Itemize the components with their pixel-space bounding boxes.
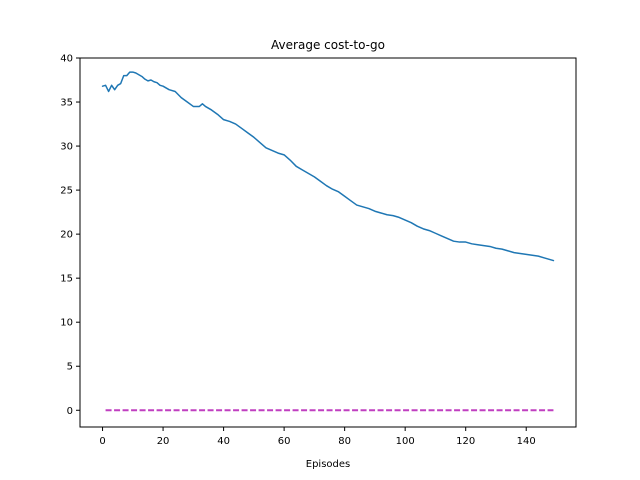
y-tick-label: 20 — [60, 230, 73, 241]
x-tick-label: 80 — [338, 436, 351, 447]
x-tick-label: 100 — [396, 436, 415, 447]
series-layer — [101, 71, 555, 412]
y-axis: 0 5 10 15 20 25 30 35 40 — [60, 54, 80, 417]
series-line-1 — [101, 71, 555, 262]
x-tick-label: 140 — [517, 436, 536, 447]
plot-frame — [79, 57, 577, 428]
y-tick-label: 0 — [67, 406, 73, 417]
y-tick-label: 15 — [60, 274, 73, 285]
chart-title: Average cost-to-go — [271, 38, 385, 52]
y-tick-label: 40 — [60, 54, 73, 65]
x-tick-label: 20 — [157, 436, 170, 447]
x-tick-label: 60 — [278, 436, 291, 447]
x-tick-label: 0 — [99, 436, 105, 447]
y-tick-label: 10 — [60, 318, 73, 329]
x-axis-label: Episodes — [306, 459, 350, 470]
y-tick-label: 5 — [67, 362, 73, 373]
y-tick-label: 35 — [60, 98, 73, 109]
x-tick-label: 120 — [456, 436, 475, 447]
x-tick-label: 40 — [217, 436, 230, 447]
x-axis: 0 20 40 60 80 100 120 140 — [99, 427, 536, 447]
y-tick-label: 25 — [60, 186, 73, 197]
y-tick-label: 30 — [60, 142, 73, 153]
